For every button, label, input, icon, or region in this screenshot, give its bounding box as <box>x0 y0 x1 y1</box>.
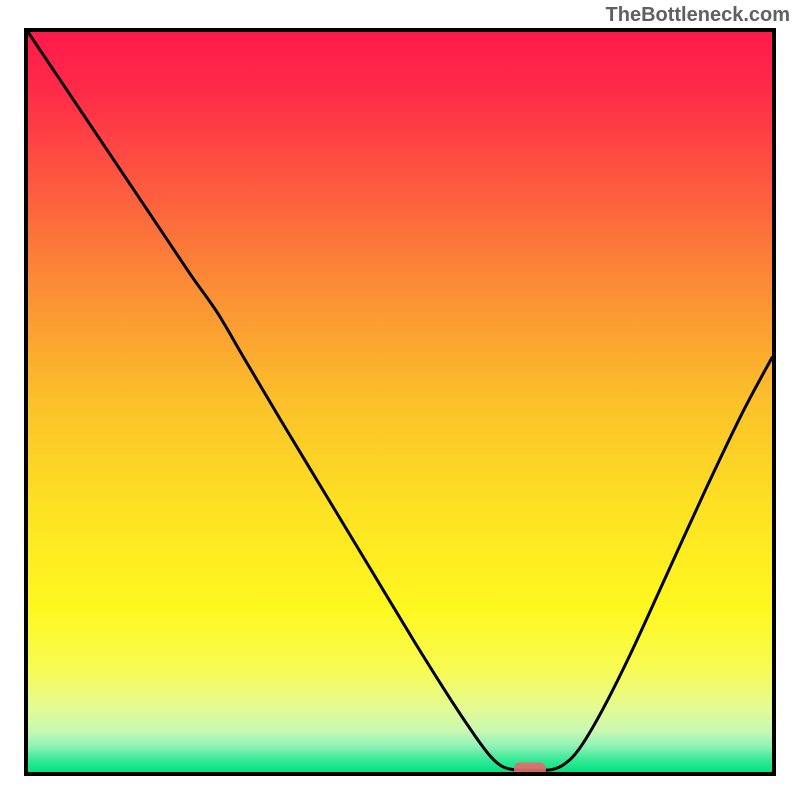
watermark-text: TheBottleneck.com <box>606 4 790 27</box>
plot-area <box>28 32 772 772</box>
gradient-background <box>28 32 772 772</box>
bottleneck-curve <box>28 32 772 772</box>
chart-container: TheBottleneck.com <box>0 0 800 800</box>
optimal-marker-pill <box>514 763 546 772</box>
optimal-marker <box>514 763 546 772</box>
